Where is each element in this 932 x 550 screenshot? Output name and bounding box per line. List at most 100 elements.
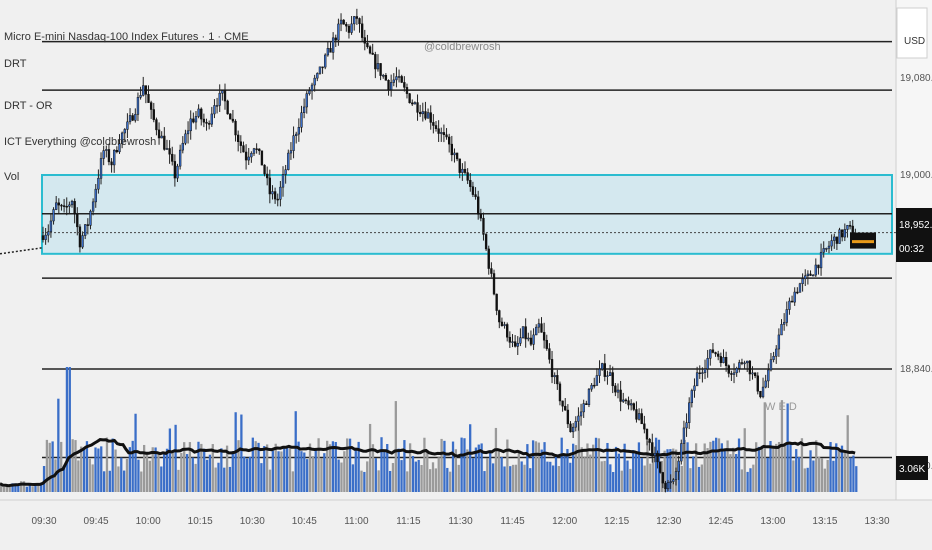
watermark-handle: @coldbrewrosh	[424, 41, 501, 53]
volume-bar	[634, 451, 638, 492]
x-tick-label: 09:45	[84, 516, 109, 527]
volume-bar	[669, 449, 672, 492]
candle-body	[450, 143, 453, 156]
volume-bar	[566, 449, 569, 492]
currency-button[interactable]	[896, 7, 928, 59]
candle-body	[363, 37, 366, 44]
volume-bar	[320, 458, 323, 492]
candle-body	[817, 264, 820, 269]
x-tick-label: 11:30	[448, 516, 473, 527]
candle-body	[550, 359, 554, 378]
candle-body	[611, 372, 614, 387]
candle-body	[561, 400, 564, 407]
candle-body	[57, 202, 60, 206]
candle-body	[115, 149, 119, 153]
candle-body	[62, 205, 66, 207]
volume-bar	[469, 424, 472, 492]
candle-body	[210, 113, 213, 125]
volume-bar	[300, 451, 303, 492]
volume-bar	[500, 457, 503, 492]
candle-body	[358, 18, 361, 25]
candle-body	[772, 355, 775, 360]
volume-bar	[440, 438, 443, 492]
volume-bar	[792, 460, 795, 492]
volume-bar	[337, 459, 340, 492]
x-tick-label: 11:45	[500, 516, 525, 527]
candle-body	[661, 472, 664, 484]
candle-body	[416, 102, 419, 113]
candle-body	[477, 196, 480, 215]
candle-body	[656, 452, 659, 463]
indicator-volume[interactable]: Vol	[4, 171, 19, 183]
volume-bar	[368, 423, 372, 492]
candle-body	[81, 235, 84, 248]
volume-bar	[809, 450, 812, 492]
volume-bar	[551, 465, 555, 492]
x-tick-label: 13:15	[812, 516, 837, 527]
chart-title: Micro E-mini Nasdaq-100 Index Futures · …	[4, 31, 249, 43]
indicator-drt[interactable]: DRT	[4, 58, 27, 70]
volume-bar	[546, 461, 549, 492]
candle-body	[545, 339, 548, 349]
candle-body	[587, 388, 591, 405]
candle-body	[231, 118, 235, 122]
volume-bar	[268, 469, 272, 492]
volume-bar	[563, 455, 566, 492]
candle-body	[469, 180, 472, 187]
candle-body	[556, 375, 559, 385]
volume-bar	[755, 442, 758, 492]
indicator-ict-everything[interactable]: ICT Everything @coldbrewrosh	[4, 136, 156, 148]
volume-bar	[506, 439, 509, 492]
candle-body	[608, 372, 612, 377]
volume-bar	[323, 453, 326, 492]
candle-body	[793, 291, 796, 303]
candle-body	[535, 326, 538, 336]
volume-bar	[855, 466, 858, 492]
candle-body	[833, 236, 836, 241]
x-tick-label: 12:00	[552, 516, 577, 527]
candle-body	[149, 102, 153, 110]
volume-bar	[240, 414, 243, 492]
volume-bar	[317, 438, 320, 492]
candle-body	[355, 16, 359, 19]
candle-body	[350, 23, 353, 33]
volume-bar	[177, 469, 180, 492]
candle-body	[701, 372, 704, 374]
volume-bar	[351, 464, 355, 492]
volume-bar	[829, 442, 832, 492]
indicator-drt-or[interactable]: DRT - OR	[4, 100, 53, 112]
volume-bar	[832, 460, 835, 492]
candle-body	[785, 309, 788, 323]
bar-countdown: 00:32	[899, 244, 924, 255]
candle-body	[387, 80, 390, 90]
y-tick-label: 19,000.00	[900, 170, 932, 181]
volume-bar	[97, 448, 100, 492]
volume-bar	[248, 456, 252, 492]
candle-body	[466, 172, 469, 181]
volume-bar	[752, 464, 755, 492]
candle-body	[672, 479, 675, 482]
candle-body	[237, 134, 240, 142]
candlesticks	[41, 8, 857, 493]
volume-bar	[700, 464, 703, 492]
volume-bar	[8, 486, 11, 492]
candle-body	[397, 76, 401, 78]
y-tick-label: 19,080.00	[900, 73, 932, 84]
volume-bar	[77, 460, 80, 492]
candle-body	[215, 105, 219, 107]
candle-body	[226, 100, 229, 115]
current-price-box	[896, 208, 932, 262]
volume-bar	[443, 440, 446, 492]
candle-body	[255, 148, 258, 150]
candle-body	[392, 79, 395, 83]
candle-body	[740, 362, 744, 364]
candle-body	[474, 194, 477, 198]
candle-body	[110, 161, 113, 166]
candle-body	[590, 384, 593, 390]
volume-bar	[411, 455, 415, 492]
volume-bar	[583, 456, 586, 492]
candle-body	[825, 248, 828, 250]
candle-body	[189, 118, 192, 132]
candle-body	[746, 360, 749, 364]
candle-body	[622, 399, 625, 402]
